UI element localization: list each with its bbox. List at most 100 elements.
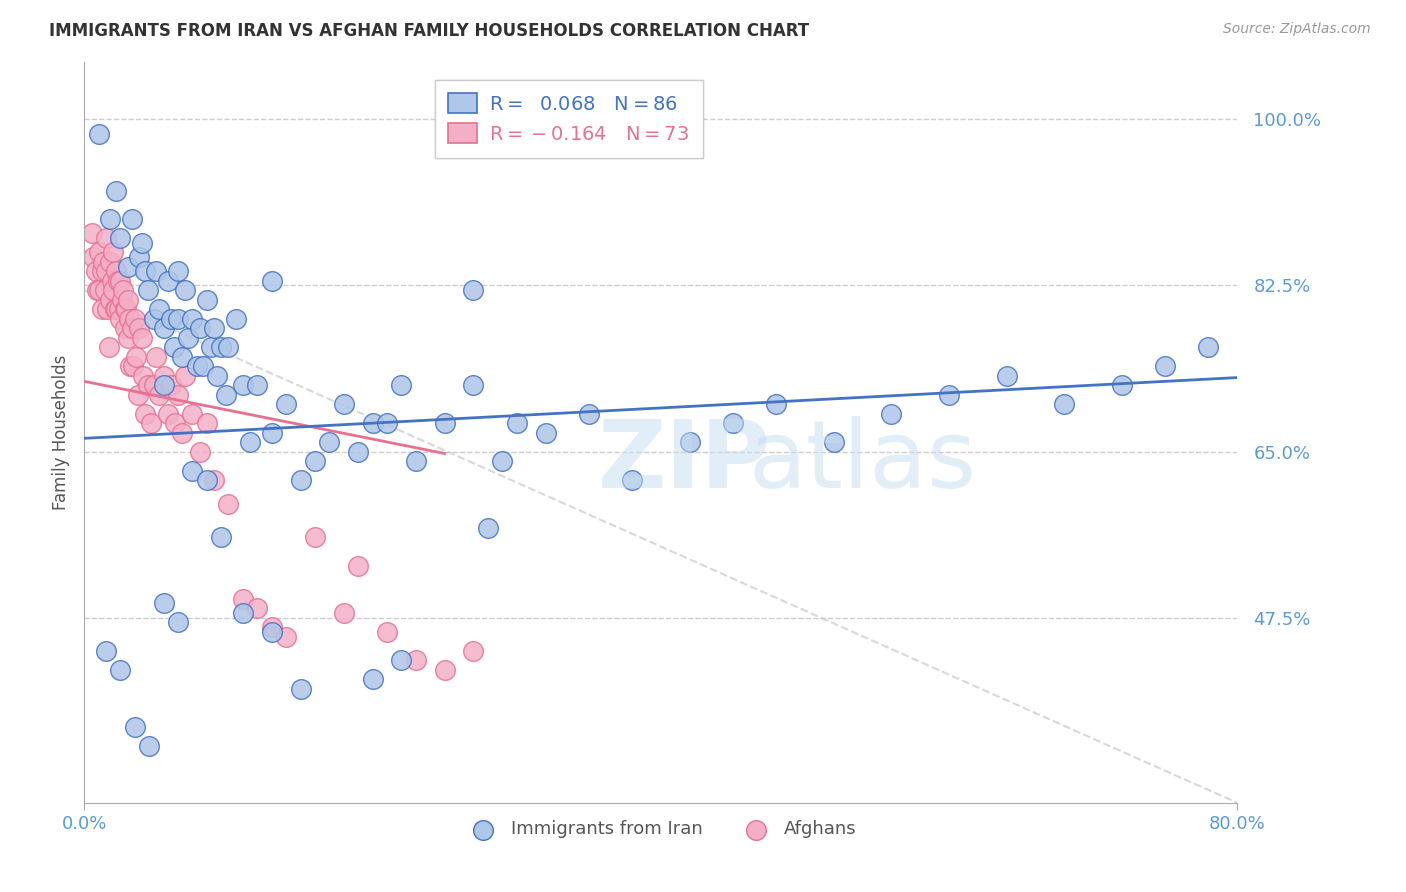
Point — [995, 368, 1018, 383]
Point — [463, 378, 485, 392]
Text: atlas: atlas — [748, 417, 977, 508]
Point — [679, 435, 702, 450]
Point — [165, 416, 187, 430]
Point — [94, 264, 117, 278]
Point — [114, 321, 136, 335]
Point — [174, 283, 197, 297]
Point — [132, 368, 155, 383]
Point — [131, 235, 153, 250]
Point — [103, 283, 124, 297]
Point — [117, 260, 139, 274]
Point — [195, 293, 218, 307]
Point — [145, 350, 167, 364]
Point — [145, 264, 167, 278]
Point — [105, 302, 128, 317]
Point — [304, 454, 326, 468]
Point — [87, 127, 110, 141]
Point — [128, 250, 150, 264]
Point — [91, 254, 114, 268]
Point — [191, 359, 214, 374]
Text: IMMIGRANTS FROM IRAN VS AFGHAN FAMILY HOUSEHOLDS CORRELATION CHART: IMMIGRANTS FROM IRAN VS AFGHAN FAMILY HO… — [49, 22, 810, 40]
Text: ZIP: ZIP — [598, 417, 770, 508]
Point — [114, 302, 136, 317]
Point — [202, 473, 225, 487]
Point — [84, 264, 107, 278]
Point — [880, 407, 903, 421]
Point — [477, 520, 499, 534]
Point — [87, 283, 110, 297]
Point — [82, 250, 104, 264]
Point — [1198, 340, 1220, 354]
Point — [152, 378, 174, 392]
Point — [124, 720, 146, 734]
Point — [120, 359, 142, 374]
Point — [361, 673, 384, 687]
Point — [148, 387, 170, 401]
Point — [104, 302, 127, 317]
Point — [232, 591, 254, 606]
Point — [97, 340, 120, 354]
Point — [186, 359, 208, 374]
Point — [152, 321, 174, 335]
Point — [1154, 359, 1177, 374]
Point — [260, 620, 283, 634]
Point — [98, 293, 121, 307]
Point — [433, 416, 456, 430]
Point — [246, 378, 269, 392]
Point — [1111, 378, 1133, 392]
Point — [117, 293, 139, 307]
Point — [391, 653, 413, 667]
Point — [405, 454, 427, 468]
Point — [304, 530, 326, 544]
Point — [188, 444, 211, 458]
Point — [276, 397, 298, 411]
Point — [90, 264, 112, 278]
Point — [290, 681, 312, 696]
Point — [160, 378, 183, 392]
Point — [246, 601, 269, 615]
Point — [112, 283, 135, 297]
Legend: Immigrants from Iran, Afghans: Immigrants from Iran, Afghans — [458, 814, 863, 846]
Point — [93, 283, 115, 297]
Point — [108, 302, 131, 317]
Point — [721, 416, 744, 430]
Point — [506, 416, 529, 430]
Point — [110, 274, 132, 288]
Point — [122, 359, 145, 374]
Point — [100, 274, 122, 288]
Point — [534, 425, 557, 440]
Point — [125, 350, 148, 364]
Point — [174, 368, 197, 383]
Point — [172, 425, 194, 440]
Point — [94, 644, 117, 658]
Point — [163, 340, 186, 354]
Point — [87, 245, 110, 260]
Point — [209, 340, 232, 354]
Point — [491, 454, 513, 468]
Point — [131, 331, 153, 345]
Point — [405, 653, 427, 667]
Point — [167, 615, 190, 630]
Point — [134, 407, 156, 421]
Point — [181, 407, 204, 421]
Point — [110, 663, 132, 677]
Point — [96, 302, 118, 317]
Point — [290, 473, 312, 487]
Point — [152, 368, 174, 383]
Point — [121, 212, 143, 227]
Point — [127, 387, 149, 401]
Point — [232, 378, 254, 392]
Point — [347, 558, 370, 573]
Point — [375, 624, 398, 639]
Point — [214, 387, 236, 401]
Point — [1053, 397, 1076, 411]
Point — [333, 606, 356, 620]
Point — [105, 264, 128, 278]
Point — [136, 283, 159, 297]
Point — [463, 644, 485, 658]
Point — [172, 350, 194, 364]
Point — [128, 321, 150, 335]
Point — [260, 425, 283, 440]
Point — [225, 311, 247, 326]
Point — [200, 340, 222, 354]
